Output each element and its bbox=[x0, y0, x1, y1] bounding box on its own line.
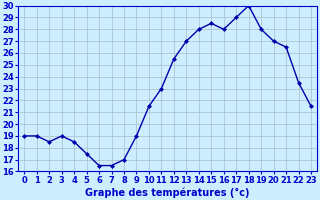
X-axis label: Graphe des températures (°c): Graphe des températures (°c) bbox=[85, 187, 250, 198]
